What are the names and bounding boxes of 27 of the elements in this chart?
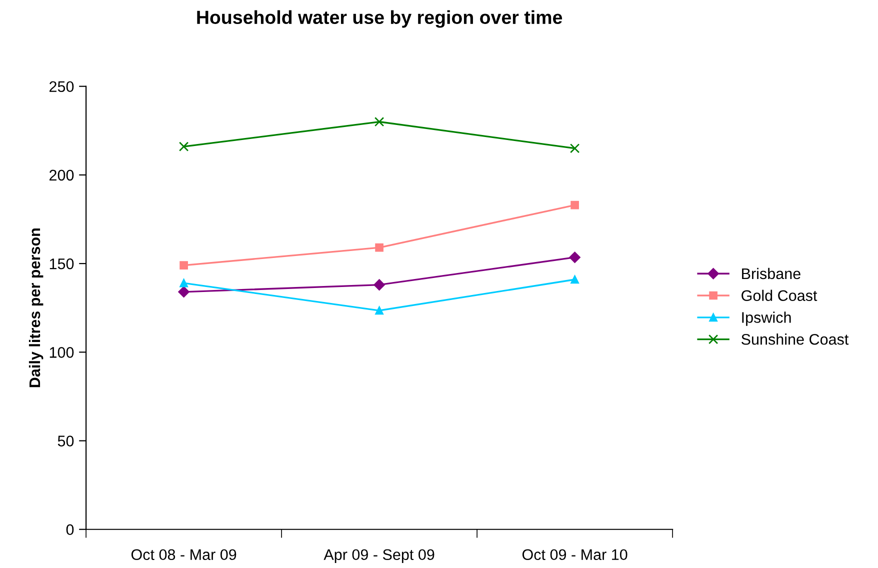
- legend-label: Gold Coast: [742, 290, 818, 302]
- legend-label: Sunshine Coast: [742, 334, 849, 345]
- y-tick-label: 50: [58, 436, 74, 446]
- point: [180, 261, 188, 270]
- y-tick-label: 0: [66, 524, 74, 536]
- point: [178, 142, 189, 152]
- point: [570, 144, 580, 154]
- y-tick-label: 250: [50, 81, 74, 92]
- chart-title: Household water use by region over time: [197, 10, 562, 28]
- point: [569, 252, 580, 263]
- y-tick-label: 200: [50, 170, 74, 181]
- point: [374, 116, 384, 127]
- point: [570, 275, 579, 284]
- legend-label: Ipswich: [742, 312, 791, 326]
- point: [375, 243, 384, 252]
- x-tick-label: Oct 08 - Mar 09: [131, 549, 236, 560]
- legend-label: Brisbane: [742, 268, 800, 280]
- point: [570, 200, 579, 210]
- point: [375, 306, 384, 315]
- point: [178, 286, 190, 298]
- point: [180, 278, 188, 288]
- x-tick-label: Apr 09 - Sept 09: [324, 549, 434, 564]
- x-tick-label: Oct 09 - Mar 10: [522, 549, 628, 560]
- y-tick-label: 150: [50, 258, 74, 270]
- y-axis-title: Daily litres per person: [28, 228, 44, 388]
- y-tick-label: 100: [50, 347, 74, 358]
- point: [374, 279, 385, 290]
